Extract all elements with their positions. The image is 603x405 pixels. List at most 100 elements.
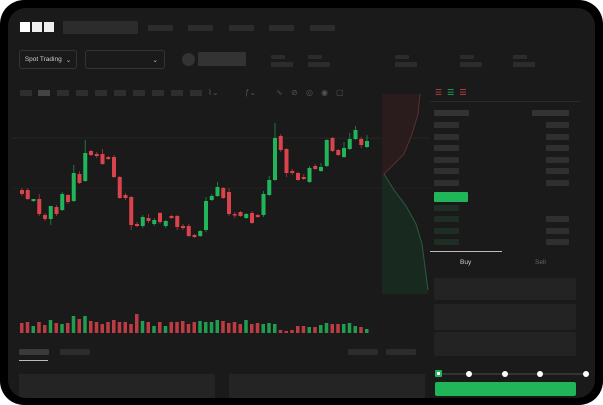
ruler-icon[interactable]: ⊘ xyxy=(291,88,298,97)
volume-bar xyxy=(94,322,99,333)
pair-dropdown[interactable]: ⌄ xyxy=(85,50,165,69)
candle xyxy=(284,149,289,173)
volume-bar xyxy=(66,323,70,333)
nav-item[interactable] xyxy=(188,25,213,31)
candle xyxy=(336,150,341,155)
stat-value xyxy=(271,62,293,67)
chart-type-icon[interactable]: ⌇⌄ xyxy=(208,88,219,97)
orderbook-both-icon[interactable]: ☰ xyxy=(435,88,443,97)
line-tool-icon[interactable]: ∿ xyxy=(276,88,283,97)
search-placeholder[interactable] xyxy=(63,21,138,34)
candle xyxy=(117,177,122,198)
volume-bar xyxy=(83,316,87,333)
timeframe-button[interactable] xyxy=(190,90,202,96)
bid-price xyxy=(434,228,459,234)
candle xyxy=(140,217,145,226)
volume-bar xyxy=(209,322,214,333)
candle xyxy=(66,195,70,202)
price-input[interactable] xyxy=(434,278,576,300)
nav-item[interactable] xyxy=(148,25,173,31)
volume-bar xyxy=(250,324,254,333)
nav-item[interactable] xyxy=(229,25,254,31)
filter-button[interactable] xyxy=(386,349,416,355)
volume-bar xyxy=(71,316,76,333)
filter-button[interactable] xyxy=(348,349,378,355)
orderbook-asks-icon[interactable]: ☰ xyxy=(459,88,467,97)
amount-slider-track[interactable] xyxy=(438,373,588,375)
volume-bar xyxy=(89,321,93,333)
ask-amount xyxy=(546,134,569,140)
volume-bar xyxy=(232,322,237,333)
volume-bar xyxy=(290,330,294,333)
volume-bar xyxy=(267,323,271,333)
volume-bar xyxy=(140,321,145,333)
buy-button[interactable] xyxy=(435,382,576,396)
ask-amount xyxy=(546,180,569,186)
timeframe-button[interactable] xyxy=(152,90,164,96)
timeframe-button[interactable] xyxy=(57,90,69,96)
timeframe-button[interactable] xyxy=(133,90,145,96)
total-input[interactable] xyxy=(434,332,576,356)
tab-open-orders[interactable] xyxy=(19,349,49,355)
volume-bar xyxy=(31,326,35,333)
slider-step-25[interactable] xyxy=(466,371,472,377)
candle xyxy=(112,157,116,177)
timeframe-button[interactable] xyxy=(95,90,107,96)
candle xyxy=(89,151,93,155)
depth-bids-area xyxy=(382,174,428,294)
price-chart[interactable] xyxy=(8,94,430,344)
volume-bar xyxy=(186,324,191,333)
candle xyxy=(301,177,306,179)
candle xyxy=(25,190,30,199)
candle xyxy=(54,207,59,214)
amount-input[interactable] xyxy=(434,304,576,330)
orders-panel xyxy=(19,374,215,398)
nav-item[interactable] xyxy=(269,25,294,31)
bid-amount xyxy=(546,216,569,222)
volume-bar xyxy=(307,327,311,333)
candle xyxy=(238,212,243,216)
candle xyxy=(152,220,157,224)
active-tab-indicator xyxy=(19,360,48,361)
candle xyxy=(221,188,226,198)
nav-item[interactable] xyxy=(310,25,335,31)
assets-panel xyxy=(229,374,425,398)
volume-bar xyxy=(296,326,300,333)
volume-bar xyxy=(152,326,156,333)
timeframe-button[interactable] xyxy=(76,90,88,96)
volume-bar xyxy=(204,322,208,333)
spot-trading-dropdown[interactable]: Spot Trading ⌄ xyxy=(19,50,77,69)
candle xyxy=(77,174,82,183)
fullscreen-icon[interactable]: ▢ xyxy=(336,88,344,97)
volume-bar xyxy=(261,324,265,333)
timeframe-button[interactable] xyxy=(114,90,126,96)
volume-bar xyxy=(43,325,47,333)
indicator-icon[interactable]: ƒ⌄ xyxy=(245,88,257,97)
ask-price xyxy=(434,157,459,163)
volume-bar xyxy=(198,321,202,333)
candle xyxy=(31,199,36,201)
ask-price xyxy=(434,134,459,140)
stat-value xyxy=(395,62,417,67)
volume-bar xyxy=(129,324,133,333)
tab-order-history[interactable] xyxy=(60,349,90,355)
timeframe-button[interactable] xyxy=(20,90,32,96)
orderbook-bids-icon[interactable]: ☰ xyxy=(447,88,455,97)
ask-price xyxy=(434,168,459,174)
settings-icon[interactable]: ◉ xyxy=(321,88,328,97)
stat-label xyxy=(271,55,285,59)
candle xyxy=(215,187,220,196)
tab-sell[interactable]: Sell xyxy=(535,259,546,266)
slider-step-50[interactable] xyxy=(502,371,508,377)
slider-step-100[interactable] xyxy=(583,371,589,377)
ask-price xyxy=(434,145,459,151)
slider-step-75[interactable] xyxy=(537,371,543,377)
amount-slider-handle[interactable] xyxy=(435,370,442,377)
volume-bar xyxy=(175,322,179,333)
volume-bar xyxy=(117,322,122,333)
tab-buy[interactable]: Buy xyxy=(460,259,472,266)
camera-icon[interactable]: ◎ xyxy=(306,88,313,97)
volume-bar xyxy=(37,322,41,333)
timeframe-button[interactable] xyxy=(171,90,183,96)
timeframe-button[interactable] xyxy=(38,90,50,96)
